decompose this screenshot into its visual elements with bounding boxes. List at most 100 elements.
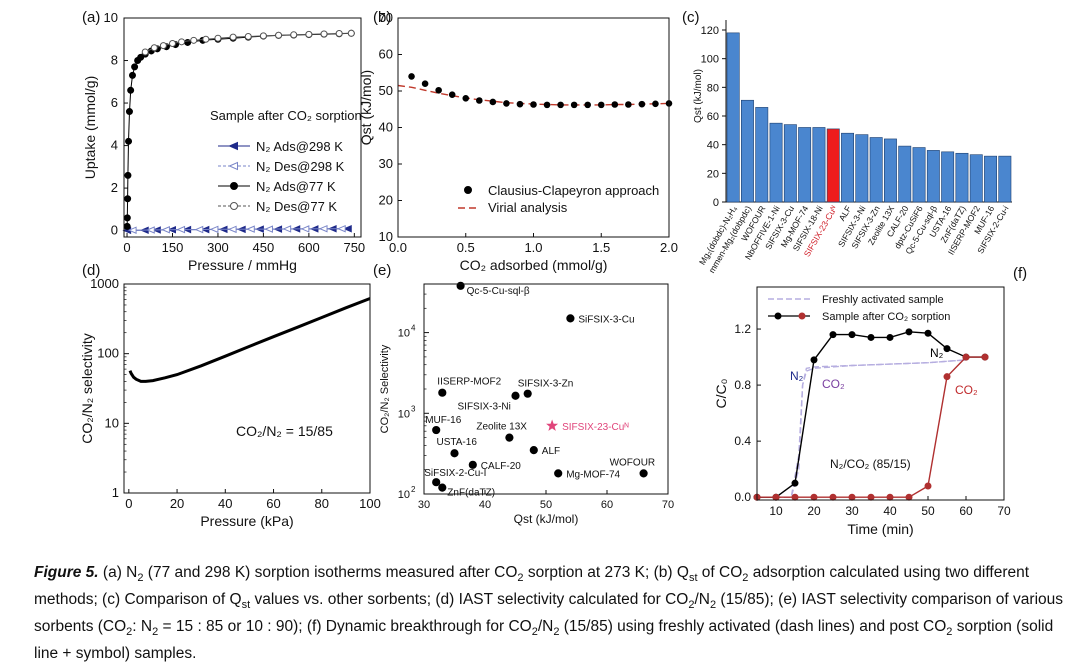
y-tick-label: 0 <box>713 197 719 209</box>
y-tick-label: 100 <box>97 346 119 361</box>
data-point <box>194 225 204 234</box>
chart-panel-d: (d) 0 20 40 60 80 100 1 10 100 1000 Pressure (kPa) C… <box>79 262 381 529</box>
curve-label: CO₂ <box>822 377 845 391</box>
y-tick-label: 10 <box>104 10 118 25</box>
y-tick-label: 4 <box>111 138 118 153</box>
point-label: ZnF(daTZ) <box>447 488 495 499</box>
data-point <box>343 224 352 233</box>
data-point <box>290 31 298 39</box>
data-point <box>981 353 989 361</box>
y-axis-label: Uptake (mmol/g) <box>82 76 98 179</box>
y-tick-label: 6 <box>111 95 118 110</box>
bar <box>841 132 855 203</box>
y-tick-label: 120 <box>701 25 719 37</box>
data-point <box>408 73 415 80</box>
point-label: Mg-MOF-74 <box>566 469 620 480</box>
legend-label: Clausius-Clapeyron approach <box>488 183 659 198</box>
x-tick-label: 60 <box>601 499 613 511</box>
data-point <box>228 161 238 171</box>
data-point <box>264 225 273 233</box>
x-tick-label: 50 <box>540 499 552 511</box>
y-tick-label: 1.2 <box>734 322 751 336</box>
point-label: WOFOUR <box>610 457 656 468</box>
y-tick-label: 10 <box>398 328 410 340</box>
data-point <box>798 312 806 320</box>
chart-panel-a: (a) 0 150 300 450 600 750 0 2 4 6 8 10 Pressure / mmH… <box>82 9 365 273</box>
y-axis-label: CO₂/N₂ selectivity <box>79 333 95 443</box>
data-point <box>305 30 313 38</box>
data-point <box>516 100 524 108</box>
series-line <box>126 32 352 227</box>
y-axis-label: C/C₀ <box>713 378 729 408</box>
legend-label: Virial analysis <box>488 200 568 215</box>
y-tick-label: 10 <box>379 229 393 244</box>
data-point <box>530 101 537 108</box>
data-point <box>448 91 456 98</box>
data-point <box>905 328 913 336</box>
data-point <box>791 479 799 487</box>
data-point <box>127 86 135 94</box>
y-axis-label: Qst (kJ/mol) <box>358 70 374 145</box>
y-tick-label: 80 <box>707 82 719 94</box>
data-point <box>829 493 837 501</box>
data-point <box>848 331 856 339</box>
data-point <box>772 493 780 501</box>
bar <box>783 124 797 203</box>
x-tick-label: 60 <box>959 504 973 518</box>
y-tick-label: 40 <box>707 140 719 152</box>
data-point <box>503 100 510 107</box>
data-point <box>774 312 782 320</box>
data-point <box>300 225 310 233</box>
data-point <box>336 224 346 233</box>
data-point <box>123 214 131 222</box>
curve-label: N₂ <box>790 369 804 383</box>
data-point <box>282 225 292 233</box>
data-point <box>421 80 429 87</box>
y-tick-label: 1000 <box>90 276 119 291</box>
caption-text: (a) N2 (77 and 298 K) sorption isotherms… <box>34 564 1063 663</box>
bar <box>769 122 783 203</box>
data-point <box>566 314 575 323</box>
y-axis-label: CO₂/N₂ Selectivity <box>379 344 391 433</box>
data-point <box>464 186 472 194</box>
y-tick-exponent: 2 <box>411 485 416 494</box>
x-tick-label: 0 <box>123 240 130 255</box>
x-axis-label: Pressure (kPa) <box>200 513 293 529</box>
data-point <box>432 478 441 487</box>
x-tick-label: 450 <box>253 240 275 255</box>
data-point <box>848 493 856 501</box>
point-label: SIFSIX-23-Cuᴺ <box>562 422 629 433</box>
x-tick-label: 40 <box>883 504 897 518</box>
point-label: Qc-5-Cu-sql-β <box>467 286 530 297</box>
legend-label: N₂ Ads@298 K <box>256 139 343 154</box>
series-line <box>757 359 967 498</box>
data-point <box>543 101 551 109</box>
panel-label: (d) <box>82 262 100 279</box>
data-point <box>886 333 894 341</box>
bar <box>912 147 926 203</box>
data-point <box>962 353 970 361</box>
x-tick-label: 50 <box>921 504 935 518</box>
x-tick-label: 600 <box>298 240 320 255</box>
x-tick-label: 20 <box>807 504 821 518</box>
data-point <box>230 182 238 190</box>
data-point <box>639 469 648 478</box>
panel-label: (e) <box>373 262 391 279</box>
data-point <box>168 40 176 48</box>
y-tick-label: 100 <box>701 54 719 66</box>
data-point <box>127 226 137 234</box>
y-axis-label: Qst (kJ/mol) <box>693 69 704 123</box>
data-point <box>125 108 133 116</box>
x-tick-label: 300 <box>207 240 229 255</box>
data-point <box>214 34 222 42</box>
plot-frame <box>423 283 669 495</box>
data-point <box>584 101 592 109</box>
panel-label: (a) <box>82 9 100 26</box>
data-point <box>190 36 198 44</box>
chart-panel-f: (f) 10 20 30 40 50 60 70 0.0 0.4 0.8 1.2 Time (min) C… <box>713 265 1027 537</box>
y-tick-label: 20 <box>379 193 393 208</box>
bar <box>955 152 969 203</box>
panel-label: (b) <box>373 9 391 26</box>
